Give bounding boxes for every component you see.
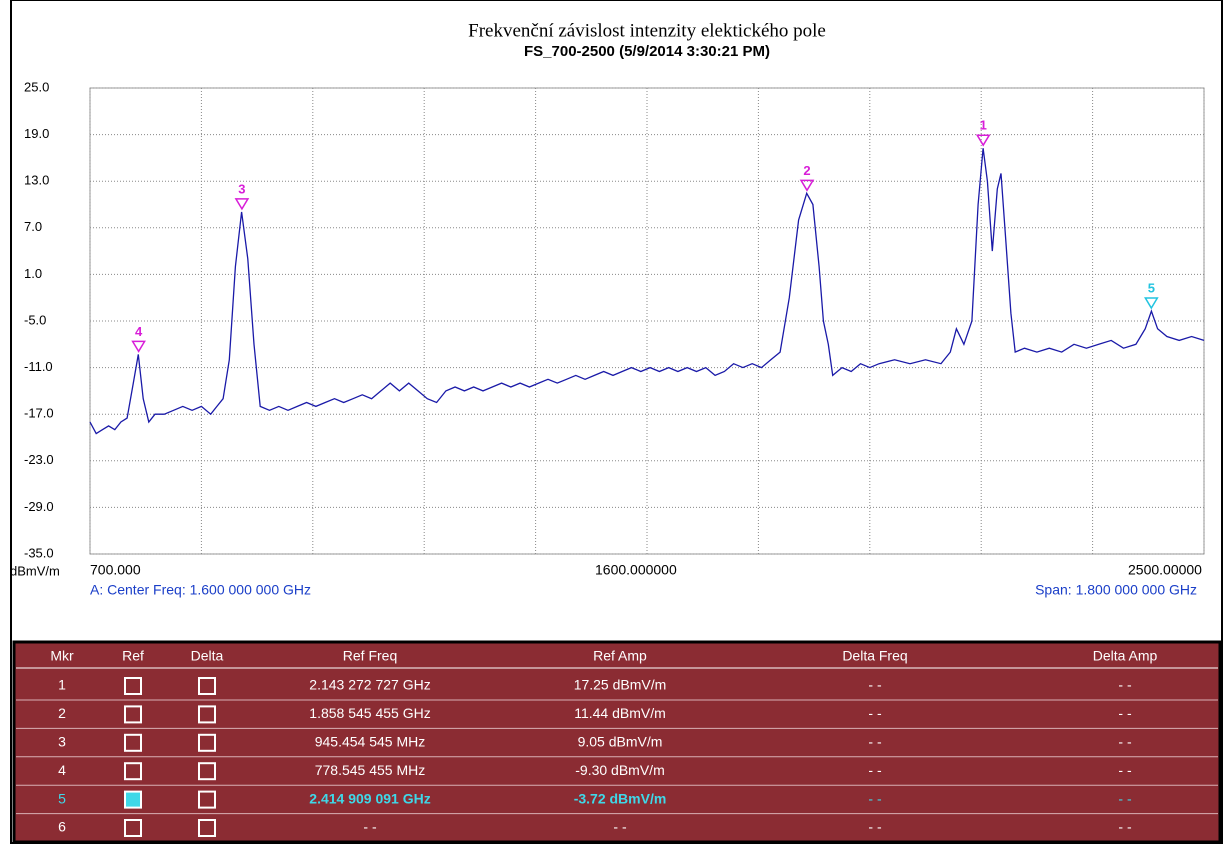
mkr: 5 — [58, 790, 66, 806]
marker — [131, 340, 146, 353]
mkr: 4 — [58, 762, 66, 778]
marker-label: 3 — [238, 181, 245, 196]
ref-freq: - - — [363, 819, 377, 835]
y-tick-label: -5.0 — [24, 312, 46, 327]
delta-amp: - - — [1118, 819, 1132, 835]
ref-amp: 9.05 dBmV/m — [578, 734, 663, 750]
ref-freq: 1.858 545 455 GHz — [309, 705, 430, 721]
marker — [234, 198, 250, 211]
mkr: 1 — [58, 677, 66, 693]
table-header: Mkr — [50, 648, 74, 664]
x-tick-label: 2500.00000 — [1128, 562, 1202, 578]
span: Span: 1.800 000 000 GHz — [1035, 582, 1197, 598]
ref-freq: 2.143 272 727 GHz — [309, 677, 430, 693]
y-tick-label: -17.0 — [24, 406, 54, 421]
ref-checkbox — [124, 762, 142, 781]
ref-amp: 11.44 dBmV/m — [574, 705, 666, 721]
marker — [975, 134, 991, 147]
delta-checkbox — [198, 677, 216, 695]
delta-amp: - - — [1118, 790, 1132, 806]
table-header: Ref — [122, 648, 144, 664]
marker-label: 4 — [135, 324, 143, 339]
marker-label: 5 — [1148, 280, 1155, 295]
delta-freq: - - — [868, 790, 882, 806]
ref-checkbox — [124, 790, 142, 809]
ref-amp: -9.30 dBmV/m — [575, 762, 664, 778]
delta-freq: - - — [868, 734, 882, 750]
ref-checkbox — [124, 677, 142, 695]
delta-amp: - - — [1118, 762, 1132, 778]
y-tick-label: 7.0 — [24, 219, 42, 234]
delta-freq: - - — [868, 762, 882, 778]
y-tick-label: -23.0 — [24, 452, 54, 467]
delta-checkbox — [198, 733, 216, 752]
y-tick-label: -11.0 — [24, 359, 53, 374]
mkr: 6 — [58, 819, 66, 835]
marker-label: 1 — [980, 118, 987, 133]
ref-freq: 778.545 455 MHz — [315, 762, 426, 778]
ref-amp: - - — [613, 819, 627, 835]
ref-checkbox — [124, 819, 142, 837]
mkr: 2 — [58, 705, 66, 721]
ref-checkbox — [124, 705, 142, 724]
delta-checkbox — [198, 762, 216, 781]
x-tick-label: 1600.000000 — [595, 562, 677, 578]
delta-checkbox — [198, 819, 216, 837]
y-tick-label: 13.0 — [24, 173, 49, 188]
x-tick-label: 700.000 — [90, 562, 141, 578]
marker-label: 2 — [803, 163, 810, 178]
y-axis-label: dBmV/m — [10, 563, 60, 578]
y-tick-label: 25.0 — [24, 79, 49, 94]
ref-checkbox — [124, 733, 142, 752]
ref-amp: -3.72 dBmV/m — [574, 790, 667, 806]
marker — [1144, 297, 1159, 310]
delta-freq: - - — [868, 677, 882, 693]
table-header: Delta — [191, 648, 224, 664]
delta-checkbox — [198, 705, 216, 724]
delta-amp: - - — [1118, 677, 1132, 693]
ref-freq: 945.454 545 MHz — [315, 734, 426, 750]
delta-checkbox — [198, 790, 216, 809]
delta-amp: - - — [1118, 705, 1132, 721]
table-header: Ref Freq — [343, 648, 397, 664]
delta-freq: - - — [868, 819, 882, 835]
mkr: 3 — [58, 734, 66, 750]
table-header: Delta Freq — [842, 648, 907, 664]
y-tick-label: -29.0 — [24, 499, 54, 514]
y-tick-label: -35.0 — [24, 545, 54, 560]
ref-freq: 2.414 909 091 GHz — [309, 790, 430, 806]
y-tick-label: 1.0 — [24, 266, 42, 281]
chart-title: Frekvenční závislost intenzity elektické… — [468, 20, 826, 41]
marker — [799, 179, 815, 192]
delta-amp: - - — [1118, 734, 1132, 750]
chart-subtitle: FS_700-2500 (5/9/2014 3:30:21 PM) — [524, 43, 770, 60]
trace — [89, 148, 1205, 435]
ref-amp: 17.25 dBmV/m — [574, 677, 667, 693]
table-header: Delta Amp — [1093, 648, 1158, 664]
delta-freq: - - — [868, 705, 882, 721]
y-tick-label: 19.0 — [24, 126, 49, 141]
center-freq: A: Center Freq: 1.600 000 000 GHz — [90, 582, 311, 598]
table-header: Ref Amp — [593, 648, 647, 664]
